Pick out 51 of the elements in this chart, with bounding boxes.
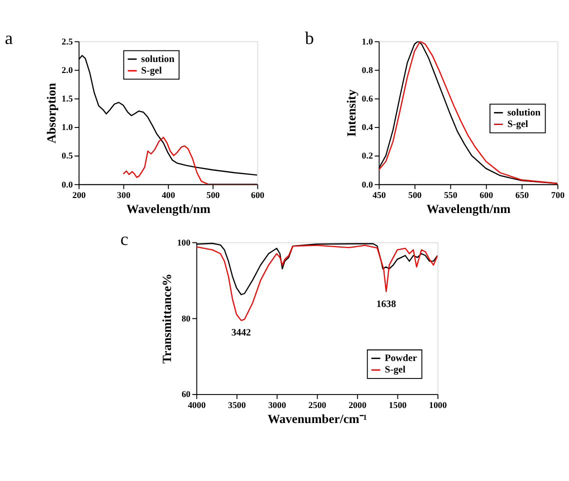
x-tick-label: 200	[72, 190, 86, 200]
x-tick-label: 2500	[308, 400, 327, 410]
y-tick-label: 2.0	[62, 64, 74, 75]
x-tick-label: 500	[206, 190, 220, 200]
x-tick-label: 450	[372, 190, 386, 200]
legend-label: S-gel	[384, 364, 406, 376]
y-tick-label: 0.5	[62, 150, 74, 161]
y-axis-title: Transmittance%	[160, 274, 174, 364]
x-tick-label: 3000	[268, 400, 287, 410]
y-tick-label: 0.4	[362, 122, 374, 132]
chart-title: c	[120, 228, 128, 249]
y-tick-label: 1.0	[362, 36, 374, 46]
x-tick-label: 600	[251, 190, 265, 200]
x-tick-label: 2000	[348, 400, 367, 410]
y-tick-label: 2.5	[62, 36, 74, 46]
x-tick-label: 600	[480, 190, 494, 200]
x-tick-label: 4000	[188, 400, 206, 410]
x-tick-label: 3500	[228, 400, 246, 410]
y-tick-label: 0.0	[62, 179, 74, 190]
x-tick-label: 650	[515, 190, 530, 200]
legend-label: solution	[507, 107, 542, 118]
annotation: 3442	[231, 328, 252, 339]
x-tick-label: 400	[162, 190, 176, 200]
x-axis-title: Wavelength/nm	[126, 202, 211, 216]
x-tick-label: 700	[551, 190, 566, 200]
legend-label: solution	[141, 54, 175, 65]
legend-label: Powder	[384, 353, 418, 364]
y-tick-label: 0.6	[362, 94, 374, 104]
y-axis-title: Absorption	[44, 82, 58, 144]
x-tick-label: 1000	[428, 400, 448, 410]
y-tick-label: 60	[182, 389, 192, 400]
x-tick-label: 1500	[388, 400, 408, 410]
line-series	[122, 136, 258, 184]
y-tick-label: 100	[177, 237, 192, 248]
y-tick-label: 80	[182, 313, 192, 324]
y-tick-label: 0.2	[362, 150, 374, 161]
x-tick-label: 300	[117, 190, 131, 200]
annotation: 1638	[376, 298, 396, 310]
y-tick-label: 0.8	[362, 64, 374, 75]
y-tick-label: 1.5	[62, 94, 74, 104]
legend-label: S-gel	[507, 119, 528, 130]
y-axis-title: Intensity	[344, 88, 359, 137]
x-tick-label: 500	[408, 190, 422, 200]
chart-title: a	[4, 28, 13, 48]
x-tick-label: 550	[444, 190, 458, 200]
chart-title: b	[305, 28, 314, 48]
x-axis-title: Wavelength/nm	[426, 202, 512, 216]
y-tick-label: 0.0	[362, 179, 374, 190]
legend-label: S-gel	[141, 65, 162, 76]
x-axis-title: Wavenumber/cm⁻¹	[268, 412, 368, 426]
y-tick-label: 1.0	[62, 122, 74, 132]
